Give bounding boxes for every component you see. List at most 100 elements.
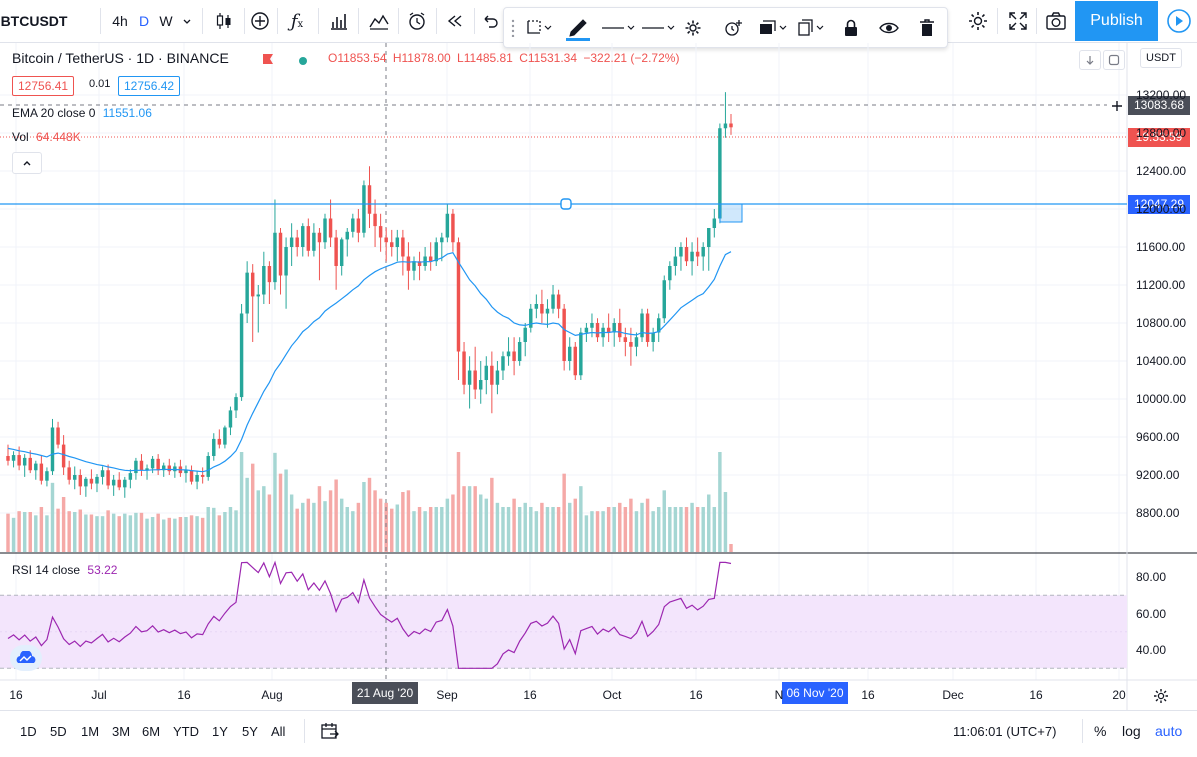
drag-handle[interactable]	[508, 8, 518, 47]
ema-legend[interactable]: EMA 20 close 0 11551.06	[12, 106, 152, 120]
candle-body	[512, 351, 516, 361]
drawing-settings-button[interactable]	[676, 8, 710, 47]
range-button-6m[interactable]: 6M	[142, 723, 161, 739]
volume-bar	[618, 502, 622, 552]
range-button-1d[interactable]: 1D	[20, 723, 37, 739]
candle-body	[428, 256, 433, 262]
volume-bar	[640, 502, 644, 552]
templates-button[interactable]	[364, 0, 394, 42]
toolbar-divider	[358, 8, 359, 34]
percent-scale-button[interactable]: %	[1094, 711, 1106, 751]
flag-icon[interactable]	[262, 52, 274, 64]
toolbar-divider	[1036, 8, 1037, 34]
resolution-dropdown-button[interactable]	[176, 0, 198, 42]
log-scale-button[interactable]: log	[1122, 711, 1141, 751]
range-button-1m[interactable]: 1M	[81, 723, 100, 739]
buy-price-box[interactable]: 12756.42	[118, 76, 181, 96]
volume-bar	[367, 477, 372, 552]
rsi-legend[interactable]: RSI 14 close 53.22	[12, 563, 117, 577]
candle-body	[50, 427, 55, 472]
remove-drawing-button[interactable]	[910, 8, 944, 47]
add-plus-icon[interactable]	[1108, 97, 1126, 115]
financials-button[interactable]	[324, 0, 354, 42]
candle-body	[139, 460, 144, 471]
line-style-icon	[642, 25, 675, 30]
candle-body	[412, 261, 416, 271]
volume-bar	[601, 511, 605, 552]
snapshot-button[interactable]	[1040, 0, 1072, 42]
collapse-legend-button[interactable]	[12, 152, 42, 174]
alert-button[interactable]	[402, 0, 432, 42]
currency-button[interactable]: USDT	[1140, 48, 1182, 68]
toolbar-divider	[277, 8, 278, 34]
sell-price-box[interactable]: 12756.41	[12, 76, 75, 96]
volume-bar	[200, 517, 205, 552]
timeaxis-settings-button[interactable]	[1150, 686, 1172, 706]
volume-bar	[701, 507, 705, 552]
indicators-button[interactable]: ƒx	[282, 0, 312, 42]
line-width-button[interactable]	[598, 8, 638, 47]
candle-body	[417, 261, 422, 266]
publish-button[interactable]: Publish	[1075, 1, 1158, 41]
line-color-button[interactable]	[560, 8, 596, 47]
volume-bar	[707, 494, 711, 552]
candle-body	[434, 242, 438, 262]
reset-scale-button[interactable]	[1103, 50, 1125, 70]
horizontal-line-price-badge: 12047.29	[1128, 195, 1190, 214]
clone-button[interactable]	[794, 8, 830, 47]
volume-bar	[223, 512, 227, 552]
range-button-all[interactable]: All	[271, 723, 286, 739]
replay-button[interactable]	[440, 0, 470, 42]
resolution-4h-button[interactable]: 4h	[108, 0, 132, 42]
last-price-badge: 19:53:59	[1128, 128, 1190, 147]
rsi-value: 53.22	[87, 563, 118, 577]
candle-body	[17, 455, 21, 466]
calendar-arrow-icon	[321, 723, 339, 739]
timezone-button[interactable]: 11:06:01 (UTC+7)	[953, 711, 1056, 751]
candle-body	[6, 456, 10, 461]
range-button-5d[interactable]: 5D	[50, 723, 67, 739]
volume-legend[interactable]: Vol 64.448K	[12, 130, 81, 144]
candle-body	[56, 427, 60, 445]
range-button-ytd[interactable]: YTD	[173, 723, 199, 739]
plus-circle-icon	[251, 12, 269, 30]
candle-body	[662, 280, 666, 319]
compare-button[interactable]	[246, 0, 274, 42]
symbol-search-button[interactable]: BTCUSDT	[1, 0, 68, 42]
add-alert-button[interactable]	[716, 8, 752, 47]
hide-button[interactable]	[872, 8, 906, 47]
lock-icon	[845, 19, 857, 36]
candle-body	[234, 397, 238, 411]
volume-bar	[84, 514, 88, 552]
publish-menu-button[interactable]	[1160, 1, 1197, 41]
volume-bar	[351, 511, 355, 552]
volume-bar	[295, 508, 299, 552]
goto-date-button[interactable]	[320, 711, 340, 751]
undo-button[interactable]	[478, 0, 502, 42]
resolution-w-label: W	[159, 13, 173, 29]
range-button-3m[interactable]: 3M	[112, 723, 131, 739]
scroll-down-button[interactable]	[1079, 50, 1101, 70]
candle-body	[306, 226, 311, 251]
range-button-5y[interactable]: 5Y	[242, 723, 258, 739]
fullscreen-button[interactable]	[1002, 0, 1034, 42]
candle-body	[634, 337, 639, 347]
lock-button[interactable]	[834, 8, 868, 47]
template-dropdown-button[interactable]	[522, 8, 556, 47]
auto-scale-button[interactable]: auto	[1155, 711, 1182, 751]
line-style-button[interactable]	[638, 8, 678, 47]
candle-body	[495, 370, 500, 385]
range-button-1y[interactable]: 1Y	[212, 723, 228, 739]
high-value: H11878.00	[392, 51, 451, 65]
gear-icon	[685, 20, 701, 35]
resolution-d-button[interactable]: D	[136, 0, 152, 42]
price-chart[interactable]	[0, 43, 1197, 710]
candle-body	[545, 308, 550, 314]
volume-bar	[250, 463, 255, 552]
candle-body	[134, 460, 138, 474]
selected-date-badge: 06 Nov '20	[782, 682, 848, 704]
settings-button[interactable]	[960, 0, 996, 42]
chart-type-button[interactable]	[208, 0, 240, 42]
resolution-w-button[interactable]: W	[156, 0, 176, 42]
visual-order-button[interactable]	[754, 8, 792, 47]
